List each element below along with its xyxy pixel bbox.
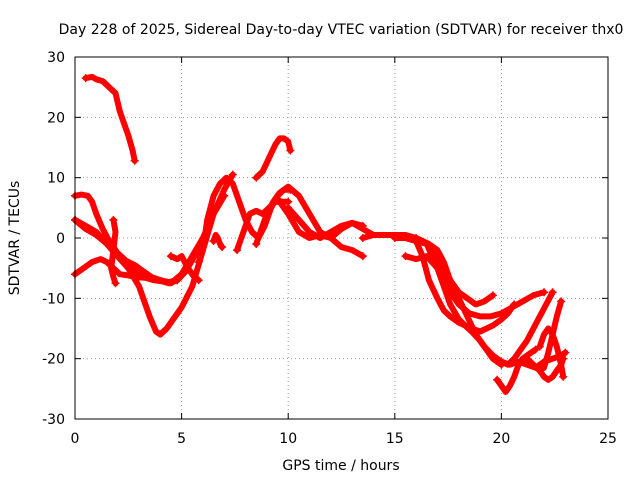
y-tick-label: 30 xyxy=(47,50,65,66)
plus-marker xyxy=(390,234,399,242)
x-tick-label: 25 xyxy=(599,431,617,447)
y-tick-label: -30 xyxy=(42,412,65,428)
plus-marker xyxy=(540,288,549,297)
plus-marker xyxy=(252,173,261,182)
data-series-layer xyxy=(71,73,570,395)
plus-marker xyxy=(488,291,497,300)
plus-marker xyxy=(548,288,557,297)
plus-marker xyxy=(130,156,139,165)
series-arc-19 xyxy=(494,346,539,395)
plus-marker xyxy=(218,243,227,252)
plus-marker xyxy=(522,354,531,363)
plus-marker xyxy=(273,194,282,203)
plus-marker xyxy=(252,240,261,249)
x-tick-label: 0 xyxy=(71,431,80,447)
series-arc-6 xyxy=(108,216,119,287)
series-arc-9 xyxy=(210,232,226,251)
y-tick-labels: 30 20 10 0 -10 -20 -30 xyxy=(42,50,65,428)
plus-marker xyxy=(559,372,568,381)
series-arc-20 xyxy=(498,289,556,368)
plus-marker xyxy=(535,366,544,375)
plus-marker xyxy=(557,297,566,306)
plus-marker xyxy=(81,74,90,83)
plus-marker xyxy=(358,234,367,242)
plus-marker xyxy=(358,252,367,261)
plus-marker xyxy=(194,276,203,285)
x-tick-label: 10 xyxy=(279,431,297,447)
plus-marker xyxy=(497,357,506,366)
series-arc-23 xyxy=(536,298,565,374)
series-arc-11 xyxy=(253,135,294,181)
plus-marker xyxy=(561,348,570,357)
series-arc-5 xyxy=(72,192,228,287)
plus-marker xyxy=(535,342,544,351)
plus-marker xyxy=(412,234,421,242)
x-tick-label: 20 xyxy=(492,431,510,447)
chart-title: Day 228 of 2025, Sidereal Day-to-day VTE… xyxy=(59,22,624,38)
plus-marker xyxy=(493,375,502,384)
y-tick-label: 20 xyxy=(47,110,65,126)
y-tick-label: 0 xyxy=(56,231,65,247)
grid xyxy=(75,57,608,419)
series-arc-7 xyxy=(167,253,202,284)
plus-marker xyxy=(228,170,237,179)
x-tick-labels: 0 5 10 15 20 25 xyxy=(71,431,617,447)
plus-marker xyxy=(209,237,218,246)
y-tick-label: -20 xyxy=(42,352,65,368)
x-tick-label: 5 xyxy=(177,431,186,447)
y-axis-label: SDTVAR / TECUs xyxy=(7,181,23,296)
series-arc-1 xyxy=(82,73,138,164)
plus-marker xyxy=(111,279,120,288)
series-arc-3 xyxy=(72,171,236,338)
plus-marker xyxy=(166,252,175,261)
series-arc-17 xyxy=(402,253,547,320)
plus-marker xyxy=(284,203,293,212)
y-tick-label: 10 xyxy=(47,171,65,187)
plus-marker xyxy=(531,345,540,354)
plus-marker xyxy=(401,252,410,261)
plus-marker xyxy=(194,258,203,267)
x-axis-label: GPS time / hours xyxy=(282,458,399,474)
x-tick-label: 15 xyxy=(386,431,404,447)
plus-marker xyxy=(109,215,118,224)
plus-marker xyxy=(220,191,229,200)
plus-marker xyxy=(233,246,242,255)
plus-marker xyxy=(286,146,295,155)
y-tick-label: -10 xyxy=(42,291,65,307)
axis-ticks xyxy=(74,56,609,420)
